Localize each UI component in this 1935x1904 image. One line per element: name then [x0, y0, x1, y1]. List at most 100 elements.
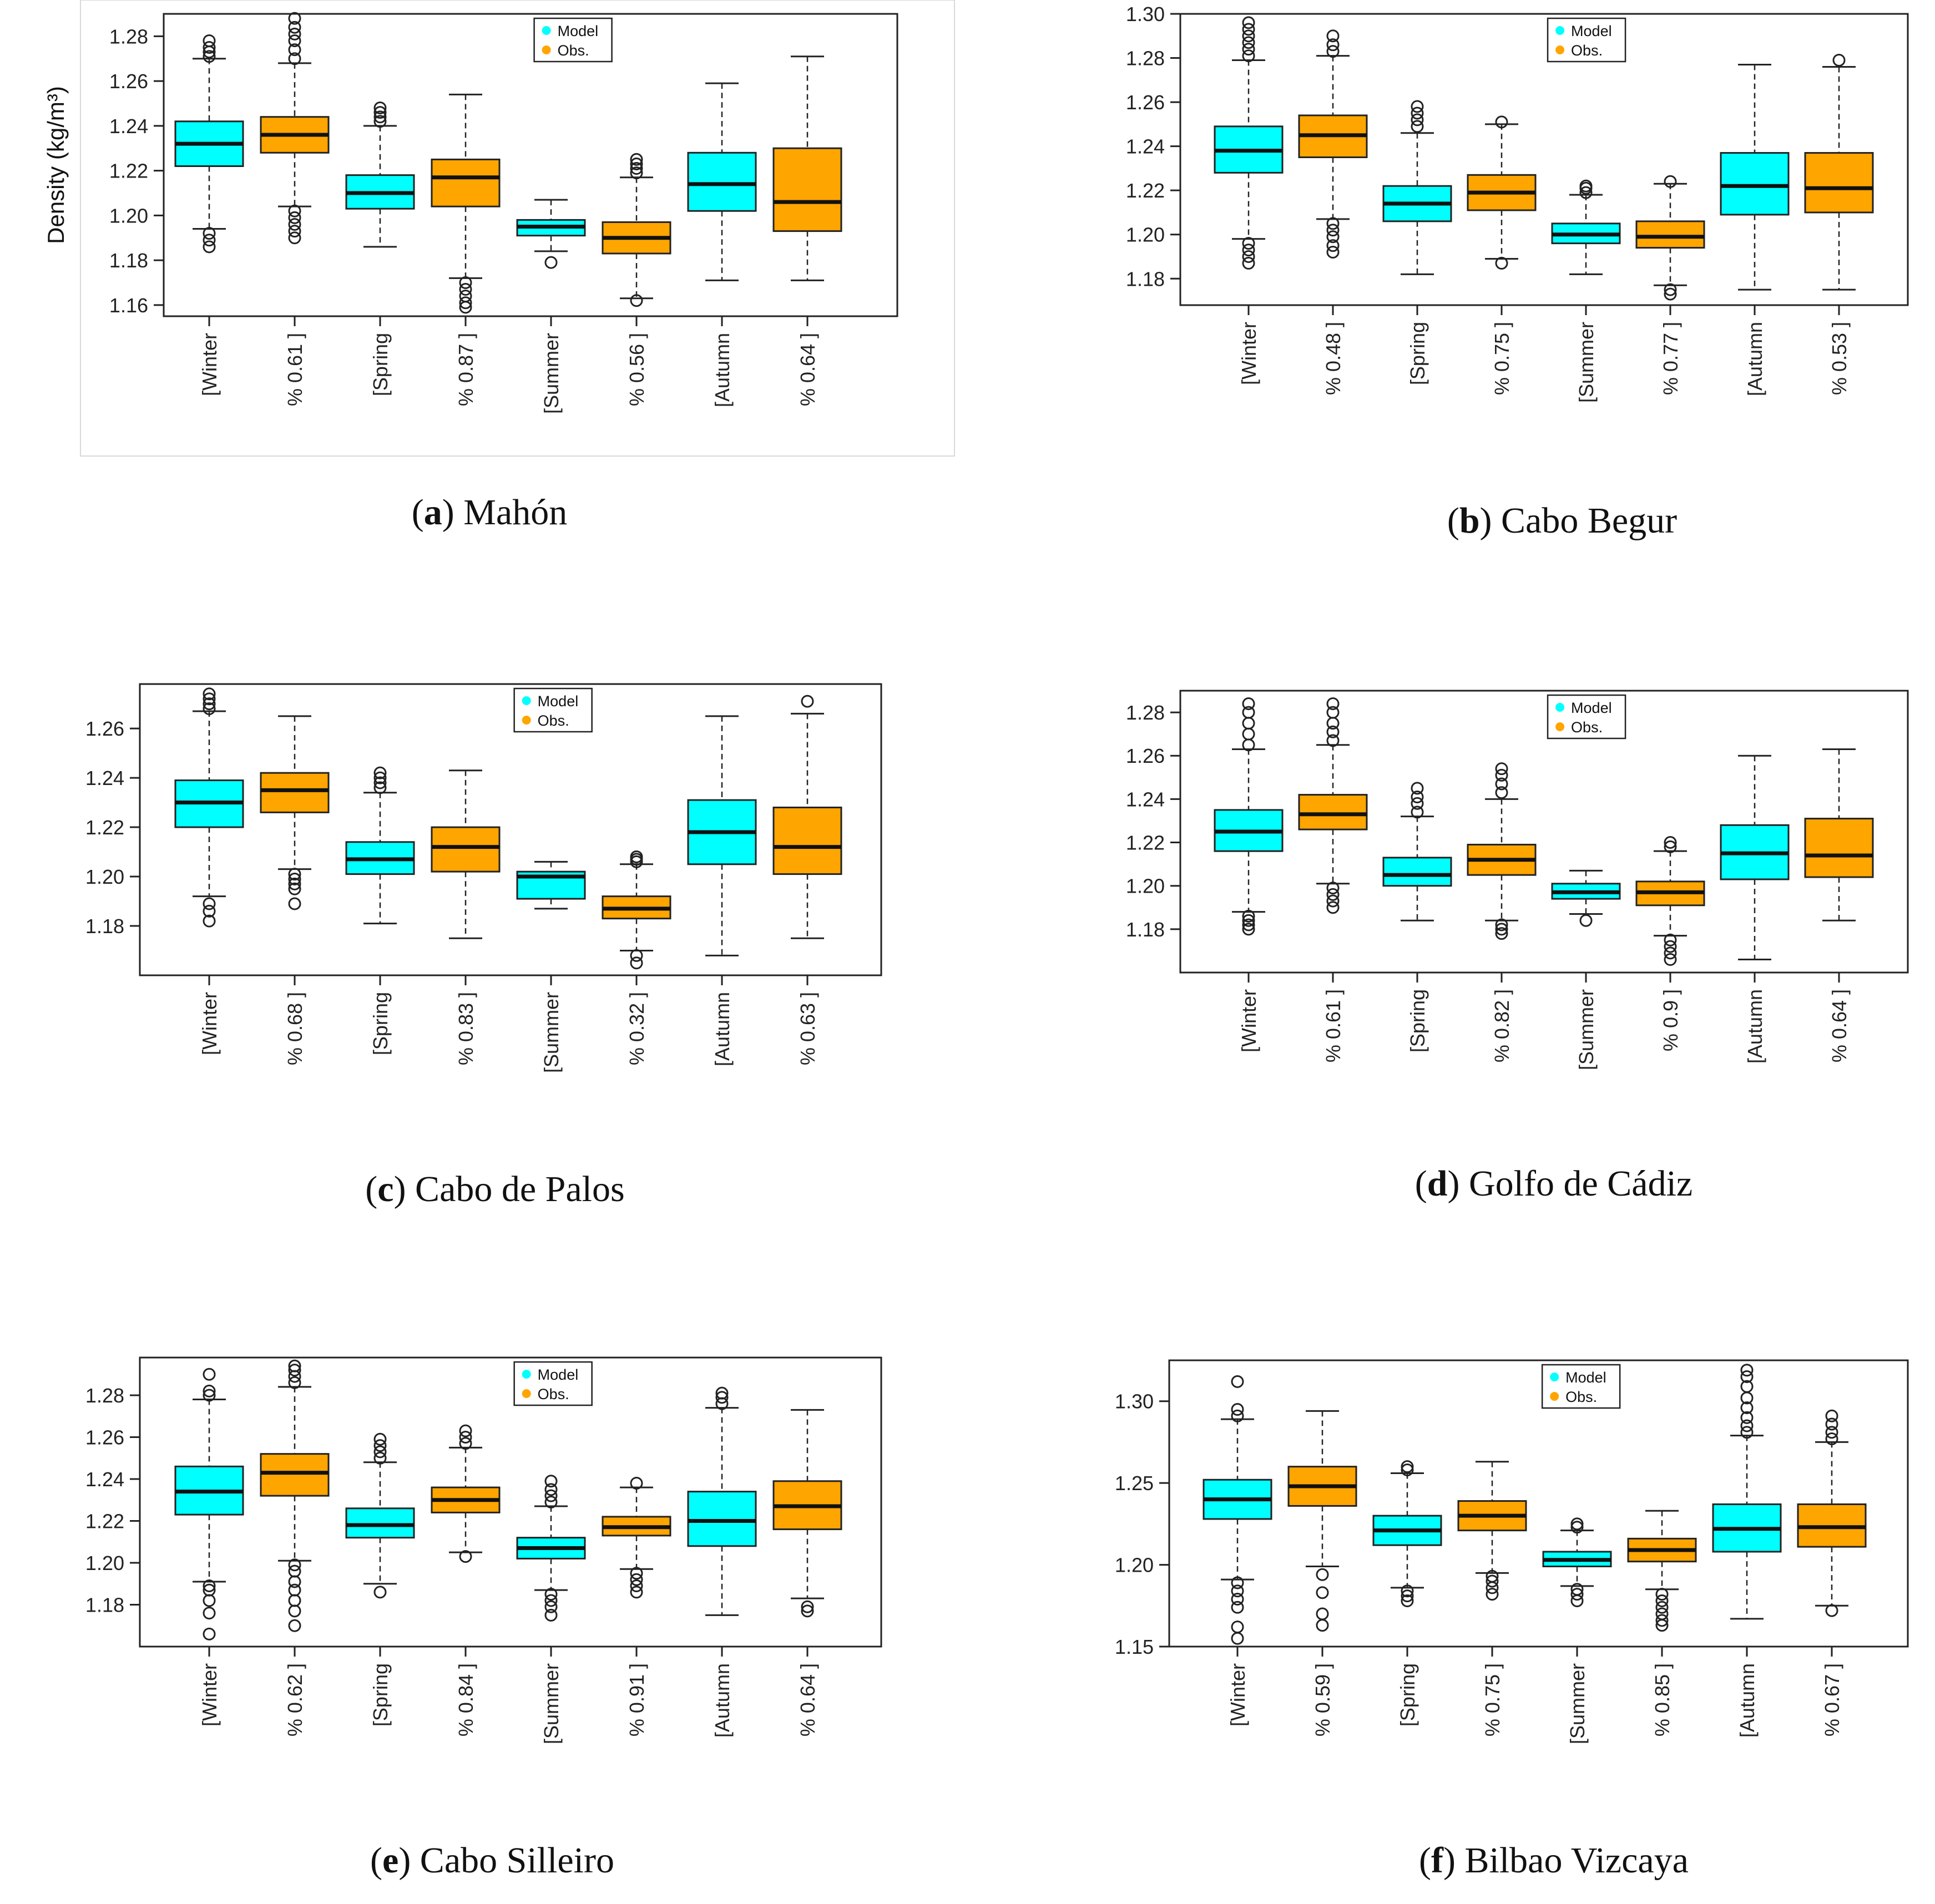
outlier-point	[1411, 113, 1424, 126]
outlier-point	[459, 1430, 472, 1444]
x-tick-label: [Winter	[198, 992, 221, 1055]
box-obs-2	[260, 715, 330, 910]
x-tick-label: % 0.83 ]	[454, 992, 477, 1065]
x-tick-label: % 0.53 ]	[1828, 322, 1851, 395]
outlier-point	[1495, 786, 1508, 799]
outlier-point	[203, 50, 216, 63]
x-tick-label: [Winter	[1237, 989, 1260, 1052]
x-tick-label: % 0.63 ]	[796, 992, 819, 1065]
outlier-point	[373, 771, 387, 784]
outlier-point	[288, 12, 301, 25]
box-model-3	[345, 1432, 415, 1599]
legend-marker-model	[1550, 1373, 1559, 1381]
outlier-point	[1242, 29, 1255, 43]
y-tick-label: 1.26	[85, 717, 124, 740]
outlier-point	[544, 1608, 558, 1622]
outlier-point	[373, 776, 387, 789]
outlier-point	[1486, 1574, 1499, 1588]
outlier-point	[715, 1391, 729, 1404]
outlier-point	[544, 256, 558, 269]
outlier-point	[1825, 1417, 1838, 1431]
outlier-point	[1242, 914, 1255, 927]
outlier-point	[1825, 1426, 1838, 1439]
box-model-5	[1551, 869, 1621, 927]
x-tick-label: [Summer	[1575, 322, 1598, 403]
box-model-1	[1214, 16, 1284, 270]
x-tick-label: % 0.75 ]	[1481, 1663, 1504, 1736]
x-tick-label: [Winter	[198, 1663, 221, 1726]
box-obs-4	[431, 769, 501, 939]
outlier-point	[373, 115, 387, 128]
outlier-point	[1401, 1589, 1414, 1603]
outlier-point	[544, 1594, 558, 1607]
outlier-point	[288, 1558, 301, 1572]
y-tick-label: 1.26	[109, 70, 148, 93]
outlier-point	[1326, 706, 1340, 719]
outlier-point	[1242, 16, 1255, 29]
outlier-point	[203, 1368, 216, 1381]
outlier-point	[1664, 953, 1677, 966]
iqr-box	[1804, 152, 1874, 214]
panel-caption: (d) Golfo de Cádiz	[1415, 1163, 1693, 1204]
outlier-point	[1411, 782, 1424, 795]
x-tick-label: [Summer	[540, 1663, 563, 1744]
outlier-point	[1664, 836, 1677, 849]
outlier-point	[1825, 1604, 1838, 1617]
x-tick-label: [Summer	[1566, 1663, 1589, 1744]
y-tick-label: 1.20	[85, 865, 124, 888]
outlier-point	[1664, 175, 1677, 188]
x-tick-label: [Spring	[1406, 989, 1429, 1052]
outlier-point	[1316, 1586, 1329, 1599]
y-tick-label: 1.22	[1126, 179, 1165, 202]
outlier-point	[1326, 901, 1340, 914]
outlier-point	[630, 157, 643, 170]
outlier-point	[203, 697, 216, 711]
outlier-point	[1242, 23, 1255, 36]
box-model-3	[1382, 100, 1452, 275]
outlier-point	[1664, 933, 1677, 946]
outlier-point	[544, 1600, 558, 1613]
outlier-point	[544, 1588, 558, 1601]
y-tick-label: 1.24	[85, 767, 124, 789]
iqr-box	[260, 772, 330, 813]
outlier-point	[1326, 29, 1340, 43]
box-model-7	[1720, 754, 1790, 961]
x-tick-label: [Autumn	[711, 992, 734, 1066]
outlier-point	[1655, 1594, 1669, 1607]
outlier-point	[1326, 246, 1340, 259]
x-tick-label: % 0.59 ]	[1311, 1663, 1334, 1736]
outlier-point	[1664, 940, 1677, 953]
outlier-point	[203, 1627, 216, 1640]
legend: Model Obs.	[1547, 17, 1626, 63]
legend-frame	[513, 687, 593, 733]
outlier-point	[1495, 777, 1508, 791]
x-tick-label: [Summer	[540, 333, 563, 414]
legend-label-model: Model	[1571, 23, 1612, 39]
outlier-point	[1740, 1426, 1754, 1439]
x-tick-label: [Winter	[198, 333, 221, 396]
outlier-point	[1740, 1380, 1754, 1393]
outlier-point	[459, 1437, 472, 1450]
x-tick-label: % 0.82 ]	[1491, 989, 1513, 1062]
outlier-point	[1570, 1594, 1584, 1607]
outlier-point	[1242, 244, 1255, 257]
iqr-box	[345, 1507, 415, 1539]
plot-area	[1168, 1359, 1909, 1648]
box-model-3	[1382, 782, 1452, 921]
x-tick-label: % 0.56 ]	[625, 333, 648, 406]
outlier-point	[1740, 1370, 1754, 1383]
x-tick-label: % 0.67 ]	[1821, 1663, 1843, 1736]
x-tick-label: % 0.68 ]	[284, 992, 306, 1065]
outlier-point	[1411, 797, 1424, 810]
y-tick-label: 1.28	[1126, 47, 1165, 70]
outlier-point	[1242, 706, 1255, 719]
outlier-point	[1242, 43, 1255, 56]
outlier-point	[1579, 186, 1593, 199]
box-obs-8	[772, 695, 842, 939]
outlier-point	[1495, 768, 1508, 782]
outlier-point	[288, 872, 301, 885]
outlier-point	[1664, 946, 1677, 960]
outlier-point	[1326, 882, 1340, 895]
outlier-point	[288, 1364, 301, 1377]
box-model-3	[345, 102, 415, 248]
